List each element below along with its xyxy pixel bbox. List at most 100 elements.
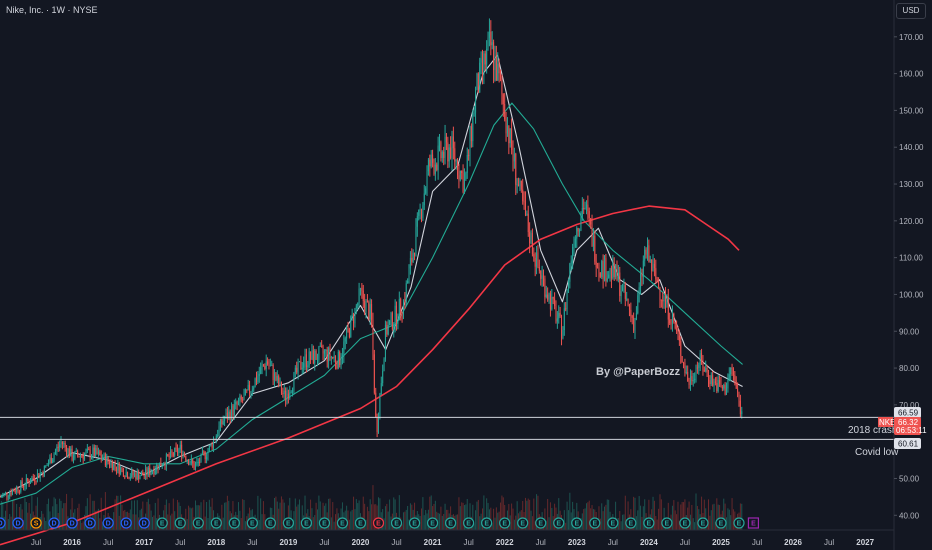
candle-body	[236, 401, 238, 405]
event-marker-E	[336, 517, 349, 529]
event-marker-label: E	[376, 521, 381, 528]
candle-body	[673, 313, 675, 323]
candle-body	[312, 350, 314, 364]
volume-bar	[526, 500, 528, 530]
currency-selector[interactable]: USD	[896, 3, 926, 19]
candle-body	[683, 362, 685, 364]
volume-bar	[354, 509, 356, 530]
candle-body	[502, 94, 504, 105]
volume-bar	[638, 496, 640, 530]
volume-bar	[171, 513, 173, 530]
volume-bar	[656, 519, 658, 530]
candle-body	[153, 470, 155, 474]
volume-bar	[466, 499, 468, 530]
candle-body	[242, 399, 244, 401]
candle-body	[279, 381, 281, 386]
candle-body	[511, 128, 513, 150]
candle-body	[174, 447, 176, 456]
volume-bar	[511, 503, 513, 530]
volume-bar	[487, 502, 489, 530]
candle-body	[172, 453, 174, 456]
volume-bar	[355, 499, 357, 530]
candle-body	[280, 381, 282, 394]
candle-body	[63, 443, 65, 445]
volume-bar	[569, 492, 571, 530]
candle-body	[91, 455, 93, 458]
candle-body	[278, 375, 280, 386]
volume-bar	[583, 509, 585, 530]
candle-body	[68, 448, 70, 457]
candle-body	[160, 462, 162, 466]
candle-body	[606, 278, 608, 282]
candle-body	[314, 350, 316, 364]
volume-bar	[152, 516, 154, 530]
candle-body	[170, 450, 172, 458]
candle-body	[104, 454, 106, 466]
event-marker-D	[138, 517, 150, 529]
candle-body	[684, 362, 686, 373]
y-tick-label: 120.00	[899, 217, 924, 226]
candle-body	[659, 287, 661, 300]
candle-body	[264, 365, 266, 369]
candle-body	[422, 205, 424, 218]
candle-body	[182, 452, 184, 457]
candle-body	[292, 389, 294, 392]
y-tick-label: 50.00	[899, 474, 920, 483]
volume-bar	[660, 499, 662, 530]
candle-body	[233, 404, 235, 416]
candle-body	[458, 175, 460, 180]
candle-body	[719, 380, 721, 384]
volume-bar	[211, 498, 213, 530]
event-marker-label: E	[250, 521, 255, 528]
candle-body	[11, 490, 13, 495]
candle-body	[450, 147, 452, 159]
event-marker-label: E	[430, 521, 435, 528]
event-marker-label: E	[683, 521, 688, 528]
event-marker-D	[102, 517, 114, 529]
candle-body	[290, 391, 292, 393]
candle-body	[132, 470, 134, 476]
candle-body	[732, 369, 734, 375]
candle-body	[318, 346, 320, 360]
candle-body	[315, 350, 317, 360]
volume-bar	[567, 510, 569, 530]
volume-bar	[43, 517, 45, 530]
candle-body	[67, 448, 69, 455]
volume-bar	[623, 514, 625, 530]
event-marker-E	[210, 517, 222, 529]
candle-body	[585, 204, 587, 208]
candle-body	[628, 304, 630, 310]
volume-bar	[515, 515, 517, 530]
volume-bar	[82, 521, 84, 530]
volume-bar	[242, 499, 244, 530]
event-marker-E	[408, 517, 421, 529]
volume-bar	[709, 515, 711, 530]
candle-body	[524, 201, 526, 215]
candle-body	[39, 472, 41, 478]
candle-body	[646, 245, 648, 255]
volume-bar	[476, 501, 478, 530]
candle-body	[31, 477, 33, 483]
candle-body	[402, 300, 404, 315]
candle-body	[265, 361, 267, 369]
volume-bar	[240, 518, 242, 530]
candle-body	[523, 201, 525, 203]
candle-body	[430, 154, 432, 167]
volume-bar	[606, 499, 608, 530]
candle-body	[249, 385, 251, 394]
volume-bar	[85, 506, 87, 530]
candle-body	[332, 356, 334, 358]
volume-bar	[239, 510, 241, 530]
candle-body	[590, 218, 592, 225]
volume-bar	[61, 508, 63, 530]
candle-body	[554, 298, 556, 306]
moving-average-line-2	[0, 102, 743, 505]
candle-body	[122, 468, 124, 477]
volume-bar	[304, 495, 306, 530]
candle-body	[351, 314, 353, 317]
volume-bar	[332, 502, 334, 530]
candle-body	[261, 365, 263, 368]
volume-bar	[189, 507, 191, 530]
candle-body	[572, 246, 574, 261]
